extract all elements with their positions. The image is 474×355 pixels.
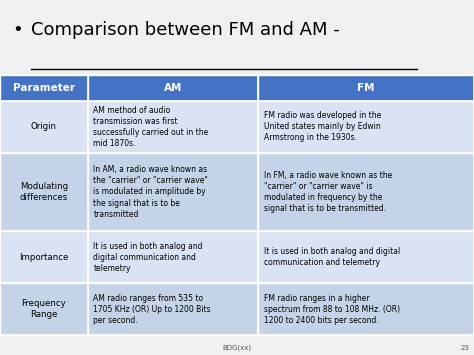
Bar [88, 231, 258, 283]
Text: FM radio ranges in a higher
spectrum from 88 to 108 MHz. (OR)
1200 to 2400 bits : FM radio ranges in a higher spectrum fro… [264, 294, 400, 325]
Text: 23: 23 [460, 345, 469, 351]
Bar [0, 283, 88, 335]
Text: BDG(xx): BDG(xx) [222, 345, 252, 351]
Bar [258, 75, 474, 100]
Text: Parameter: Parameter [13, 83, 75, 93]
Bar [88, 75, 258, 100]
Bar [88, 100, 258, 153]
Text: It is used in both analog and
digital communication and
telemetry: It is used in both analog and digital co… [93, 242, 203, 273]
Bar [0, 75, 88, 100]
Bar [0, 100, 88, 153]
Text: Frequency
Range: Frequency Range [21, 299, 66, 320]
Bar [258, 283, 474, 335]
Bar [0, 153, 88, 231]
Text: AM radio ranges from 535 to
1705 KHz (OR) Up to 1200 Bits
per second.: AM radio ranges from 535 to 1705 KHz (OR… [93, 294, 211, 325]
Text: FM radio was developed in the
United states mainly by Edwin
Armstrong in the 193: FM radio was developed in the United sta… [264, 111, 381, 142]
Bar [0, 231, 88, 283]
Text: It is used in both analog and digital
communication and telemetry: It is used in both analog and digital co… [264, 247, 400, 267]
Bar [88, 283, 258, 335]
Text: AM: AM [164, 83, 182, 93]
Bar [258, 100, 474, 153]
Text: Origin: Origin [31, 122, 57, 131]
Bar [258, 153, 474, 231]
Text: In FM, a radio wave known as the
"carrier" or "carrier wave" is
modulated in fre: In FM, a radio wave known as the "carrie… [264, 171, 392, 213]
Text: Comparison between FM and AM -: Comparison between FM and AM - [31, 21, 339, 39]
Text: AM method of audio
transmission was first
successfully carried out in the
mid 18: AM method of audio transmission was firs… [93, 105, 209, 148]
Text: Importance: Importance [19, 253, 69, 262]
Text: Modulating
differences: Modulating differences [20, 182, 68, 202]
Bar [88, 153, 258, 231]
Text: •: • [12, 21, 23, 39]
Bar [258, 231, 474, 283]
Text: In AM, a radio wave known as
the "carrier" or "carrier wave"
is modulated in amp: In AM, a radio wave known as the "carrie… [93, 165, 208, 219]
Text: FM: FM [357, 83, 375, 93]
